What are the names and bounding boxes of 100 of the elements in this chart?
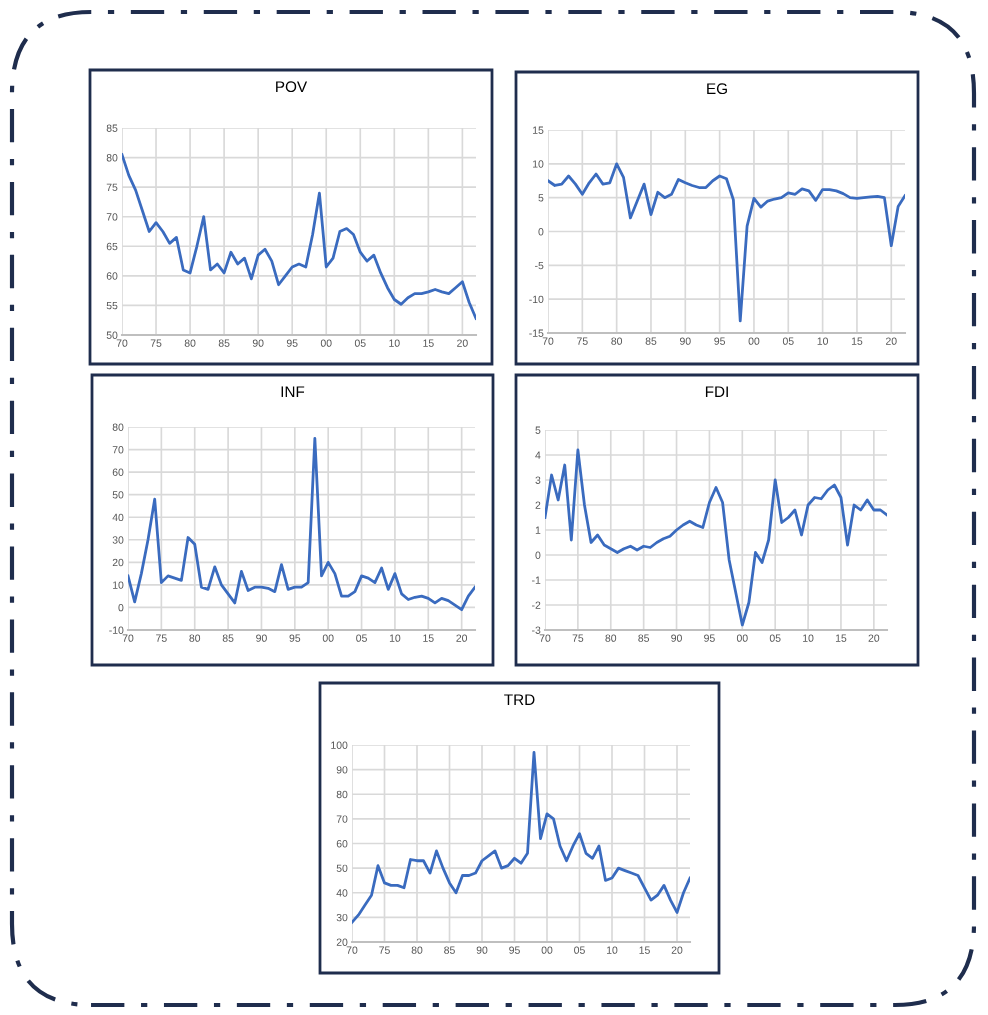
- y-tick-label: 60: [112, 468, 124, 476]
- x-tick-label: 70: [346, 946, 358, 954]
- y-tick-label: -1: [532, 576, 541, 584]
- x-tick-label: 10: [389, 339, 400, 347]
- x-tick-label: 15: [423, 339, 434, 347]
- x-tick-label: 75: [572, 634, 584, 642]
- x-tick-label: 75: [150, 339, 162, 347]
- line-series: [545, 448, 887, 627]
- x-tick-label: 95: [289, 634, 301, 642]
- x-tick-label: 00: [736, 634, 748, 642]
- x-tick-label: 20: [886, 337, 897, 345]
- x-tick-label: 05: [356, 634, 367, 642]
- x-tick-label: 20: [456, 634, 468, 642]
- x-tick-label: 70: [122, 634, 134, 642]
- x-tick-label: 05: [354, 339, 366, 347]
- x-tick-label: 85: [218, 339, 230, 347]
- chart-title: FDI: [705, 386, 728, 397]
- x-tick-label: 80: [611, 337, 623, 345]
- y-tick-label: -15: [529, 329, 544, 337]
- y-tick-label: 85: [106, 124, 118, 132]
- x-tick-label: 15: [835, 634, 847, 642]
- chart-title: TRD: [504, 694, 535, 705]
- y-tick-label: 20: [336, 938, 348, 946]
- y-tick-label: 15: [533, 126, 544, 134]
- x-tick-label: 95: [704, 634, 715, 642]
- y-tick-label: 2: [535, 501, 541, 509]
- x-tick-label: 75: [156, 634, 167, 642]
- y-tick-label: 0: [538, 228, 544, 236]
- x-tick-label: 10: [803, 634, 814, 642]
- x-tick-label: 85: [645, 337, 657, 345]
- x-tick-label: 90: [256, 634, 267, 642]
- y-tick-label: 1: [535, 526, 541, 534]
- x-tick-label: 95: [286, 339, 298, 347]
- x-tick-label: 90: [476, 946, 488, 954]
- chart-title: POV: [276, 81, 308, 93]
- line-series: [548, 162, 905, 323]
- y-tick-label: 5: [538, 194, 544, 202]
- y-tick-label: 50: [112, 491, 124, 499]
- y-tick-label: 65: [106, 242, 118, 251]
- y-tick-label: 40: [112, 513, 124, 522]
- y-tick-label: 30: [336, 913, 348, 922]
- x-tick-label: 75: [379, 946, 390, 954]
- x-tick-label: 80: [605, 634, 617, 642]
- y-tick-label: 10: [533, 160, 544, 168]
- y-tick-label: -10: [109, 626, 124, 634]
- x-tick-label: 15: [423, 634, 434, 642]
- chart-title: INF: [281, 386, 305, 397]
- chart-title: EG: [707, 83, 727, 95]
- y-tick-label: -3: [532, 626, 541, 634]
- y-tick-label: 100: [331, 741, 348, 749]
- x-tick-label: 00: [541, 946, 553, 954]
- x-tick-label: 85: [444, 946, 455, 954]
- x-tick-label: 00: [748, 337, 760, 345]
- x-tick-label: 20: [868, 634, 880, 642]
- x-tick-label: 10: [607, 946, 618, 954]
- y-tick-label: 3: [535, 476, 541, 484]
- x-tick-label: 00: [322, 634, 334, 642]
- x-tick-label: 05: [769, 634, 781, 642]
- x-tick-label: 90: [680, 337, 691, 345]
- y-tick-label: -2: [532, 601, 541, 609]
- y-tick-label: 60: [106, 272, 118, 280]
- x-tick-label: 05: [574, 946, 585, 954]
- y-tick-label: 80: [336, 790, 348, 799]
- y-tick-label: 80: [112, 423, 124, 431]
- y-tick-label: -10: [529, 295, 544, 304]
- x-tick-label: 10: [389, 634, 401, 642]
- y-tick-label: 20: [112, 558, 124, 567]
- y-tick-label: 80: [106, 154, 118, 162]
- x-tick-label: 15: [639, 946, 650, 954]
- x-tick-label: 10: [817, 337, 828, 345]
- x-tick-label: 15: [851, 337, 863, 345]
- x-tick-label: 80: [189, 634, 201, 642]
- line-series: [122, 153, 476, 320]
- x-tick-label: 20: [671, 946, 683, 954]
- x-tick-label: 05: [782, 337, 794, 345]
- y-tick-label: 90: [336, 766, 348, 774]
- x-tick-label: 90: [252, 339, 264, 347]
- y-tick-label: 50: [106, 331, 118, 339]
- y-tick-label: 10: [113, 581, 124, 589]
- x-tick-label: 95: [714, 337, 725, 345]
- y-tick-label: -5: [535, 261, 544, 270]
- x-tick-label: 85: [638, 634, 650, 642]
- y-tick-label: 70: [112, 446, 124, 454]
- x-tick-label: 20: [457, 339, 468, 347]
- x-tick-label: 90: [671, 634, 682, 642]
- x-tick-label: 00: [320, 339, 332, 347]
- x-tick-label: 95: [509, 946, 520, 954]
- y-tick-label: 60: [336, 840, 348, 848]
- y-tick-label: 70: [336, 815, 348, 823]
- y-tick-label: 40: [336, 889, 348, 897]
- y-tick-label: 4: [535, 451, 541, 459]
- x-tick-label: 85: [222, 634, 234, 642]
- y-tick-label: 5: [535, 426, 541, 434]
- y-tick-label: 50: [336, 864, 348, 872]
- y-tick-label: 55: [106, 302, 118, 310]
- x-tick-label: 80: [411, 946, 423, 954]
- x-tick-label: 80: [184, 339, 196, 347]
- y-tick-label: 0: [535, 551, 541, 559]
- x-tick-label: 75: [577, 337, 588, 345]
- y-tick-label: 0: [118, 603, 124, 612]
